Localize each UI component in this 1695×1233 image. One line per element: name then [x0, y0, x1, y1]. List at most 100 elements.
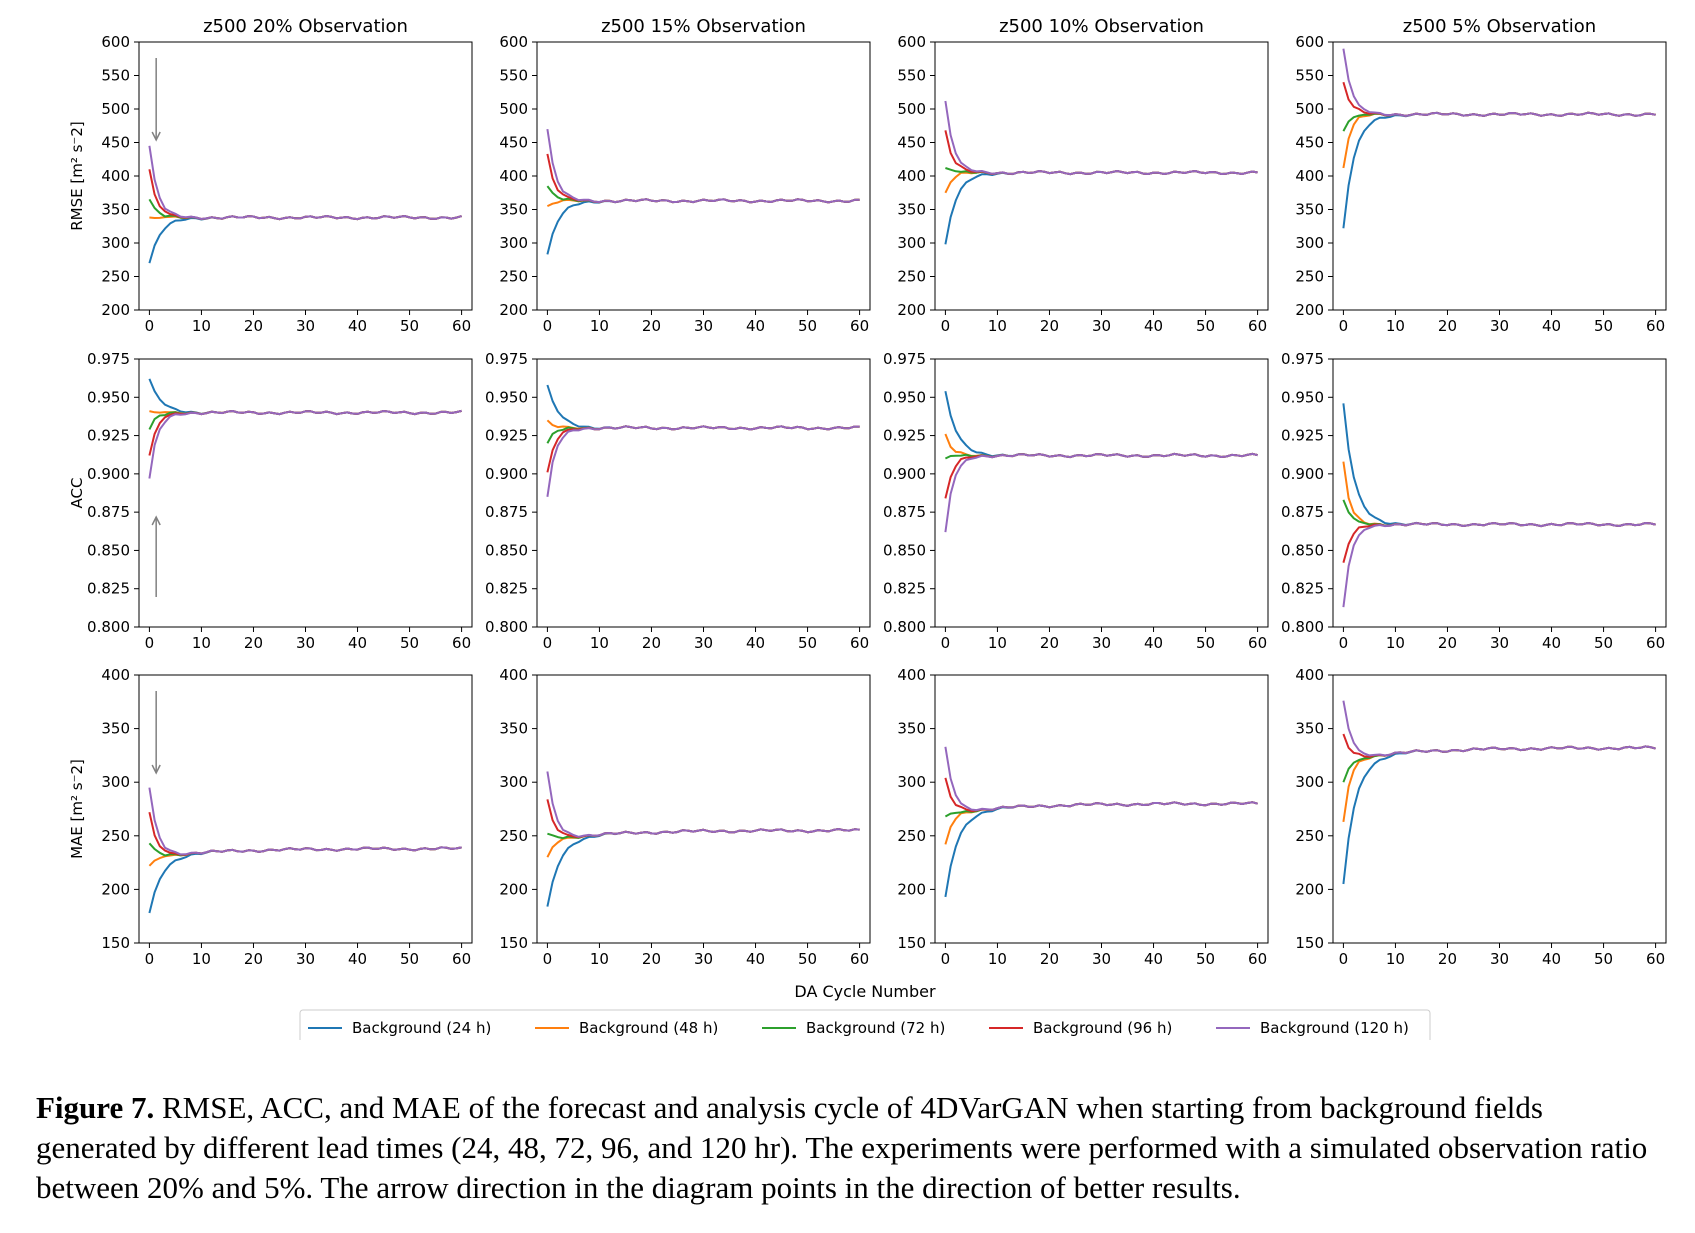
y-tick-label: 400	[1295, 666, 1324, 684]
x-tick-label: 10	[988, 950, 1007, 968]
panel-mae-1: 0 10 20 30 40 50 60 150 200 250 300 350 400 MAE [m² s…	[68, 666, 473, 968]
series-line-5	[546, 425, 860, 497]
y-tick-label: 200	[897, 301, 926, 319]
x-tick-label: 20	[642, 950, 661, 968]
y-tick-label: 350	[101, 720, 130, 738]
x-tick-label: 60	[1248, 950, 1267, 968]
y-tick-label: 0.925	[485, 427, 528, 445]
panel-title: z500 10% Observation	[999, 16, 1204, 37]
x-tick-label: 40	[1542, 317, 1561, 335]
x-tick-label: 30	[1092, 950, 1111, 968]
x-tick-label: 0	[145, 317, 155, 335]
y-tick-label: 300	[1295, 773, 1324, 791]
y-tick-label: 0.850	[883, 541, 926, 559]
y-tick-label: 350	[1295, 720, 1324, 738]
y-tick-label: 0.900	[485, 465, 528, 483]
x-tick-label: 60	[452, 317, 471, 335]
axes-frame	[536, 358, 871, 628]
y-tick-label: 250	[101, 827, 130, 845]
y-tick-label: 350	[499, 720, 528, 738]
y-axis-label: RMSE [m² s⁻2]	[68, 121, 86, 231]
y-tick-label: 0.975	[485, 350, 528, 368]
legend-label-3: Background (72 h)	[806, 1019, 945, 1037]
series-line-5	[148, 145, 462, 221]
series-line-1	[546, 384, 860, 431]
series-line-4	[944, 777, 1258, 813]
series-line-5	[546, 771, 860, 838]
y-tick-label: 500	[101, 100, 130, 118]
y-tick-label: 550	[897, 67, 926, 85]
panel-title: z500 20% Observation	[203, 16, 408, 37]
panel-rmse-4: 0 10 20 30 40 50 60 200 250 300 350 400 450 500 550 600…	[1295, 16, 1667, 335]
series-line-2	[546, 828, 860, 858]
y-tick-label: 400	[101, 666, 130, 684]
x-tick-label: 50	[1196, 634, 1215, 652]
x-tick-label: 30	[694, 950, 713, 968]
y-tick-label: 450	[499, 134, 528, 152]
series-line-5	[944, 746, 1258, 812]
y-tick-label: 0.925	[1281, 427, 1324, 445]
series-line-5	[1342, 522, 1656, 608]
y-tick-label: 0.800	[485, 618, 528, 636]
y-tick-label: 0.800	[883, 618, 926, 636]
figure-caption: Figure 7. RMSE, ACC, and MAE of the fore…	[36, 1088, 1666, 1208]
y-tick-label: 350	[897, 720, 926, 738]
y-tick-label: 200	[101, 880, 130, 898]
x-tick-label: 0	[941, 634, 951, 652]
series-line-4	[944, 452, 1258, 499]
x-tick-label: 10	[988, 317, 1007, 335]
series-line-5	[1342, 700, 1656, 757]
panel-title: z500 15% Observation	[601, 16, 806, 37]
y-tick-label: 200	[897, 880, 926, 898]
series-line-1	[944, 390, 1258, 459]
y-tick-label: 150	[897, 934, 926, 952]
y-tick-label: 0.900	[1281, 465, 1324, 483]
y-tick-label: 150	[101, 934, 130, 952]
y-tick-label: 250	[897, 827, 926, 845]
y-tick-label: 0.850	[485, 541, 528, 559]
y-axis-label: MAE [m² s⁻2]	[68, 759, 86, 859]
x-tick-label: 10	[590, 950, 609, 968]
x-tick-label: 40	[746, 317, 765, 335]
x-tick-label: 0	[145, 950, 155, 968]
x-tick-label: 10	[590, 634, 609, 652]
x-tick-label: 10	[1386, 317, 1405, 335]
series-line-4	[148, 169, 462, 221]
x-tick-label: 20	[642, 317, 661, 335]
series-line-1	[944, 170, 1258, 245]
x-tick-label: 40	[746, 634, 765, 652]
x-tick-label: 10	[590, 317, 609, 335]
x-tick-label: 60	[850, 634, 869, 652]
x-tick-label: 30	[694, 634, 713, 652]
y-tick-label: 250	[1295, 827, 1324, 845]
series-line-1	[148, 846, 462, 914]
series-line-4	[1342, 733, 1656, 758]
y-tick-label: 0.950	[883, 388, 926, 406]
x-tick-label: 0	[543, 950, 553, 968]
x-tick-label: 40	[1144, 950, 1163, 968]
better-arrow-head	[151, 515, 161, 526]
y-tick-label: 150	[499, 934, 528, 952]
x-tick-label: 10	[192, 634, 211, 652]
axes-frame	[934, 358, 1269, 628]
x-tick-label: 50	[400, 317, 419, 335]
series-line-2	[944, 801, 1258, 845]
y-tick-label: 300	[499, 234, 528, 252]
panel-rmse-3: 0 10 20 30 40 50 60 200 250 300 350 400 450 500 550 600…	[897, 16, 1269, 335]
series-line-1	[1342, 111, 1656, 229]
x-tick-label: 50	[1594, 950, 1613, 968]
y-tick-label: 600	[1295, 33, 1324, 51]
x-tick-label: 40	[348, 634, 367, 652]
y-tick-label: 600	[499, 33, 528, 51]
x-tick-label: 30	[1490, 317, 1509, 335]
x-tick-label: 0	[543, 634, 553, 652]
series-line-4	[944, 130, 1258, 176]
series-line-4	[1342, 81, 1656, 117]
y-tick-label: 450	[897, 134, 926, 152]
panel-acc-2: 0 10 20 30 40 50 60 0.800 0.825 0.850 0.875 0.900 0.…	[485, 350, 871, 652]
x-tick-label: 0	[941, 317, 951, 335]
x-tick-label: 40	[1144, 317, 1163, 335]
series-line-3	[1342, 745, 1656, 783]
x-tick-label: 0	[543, 317, 553, 335]
y-tick-label: 0.925	[883, 427, 926, 445]
